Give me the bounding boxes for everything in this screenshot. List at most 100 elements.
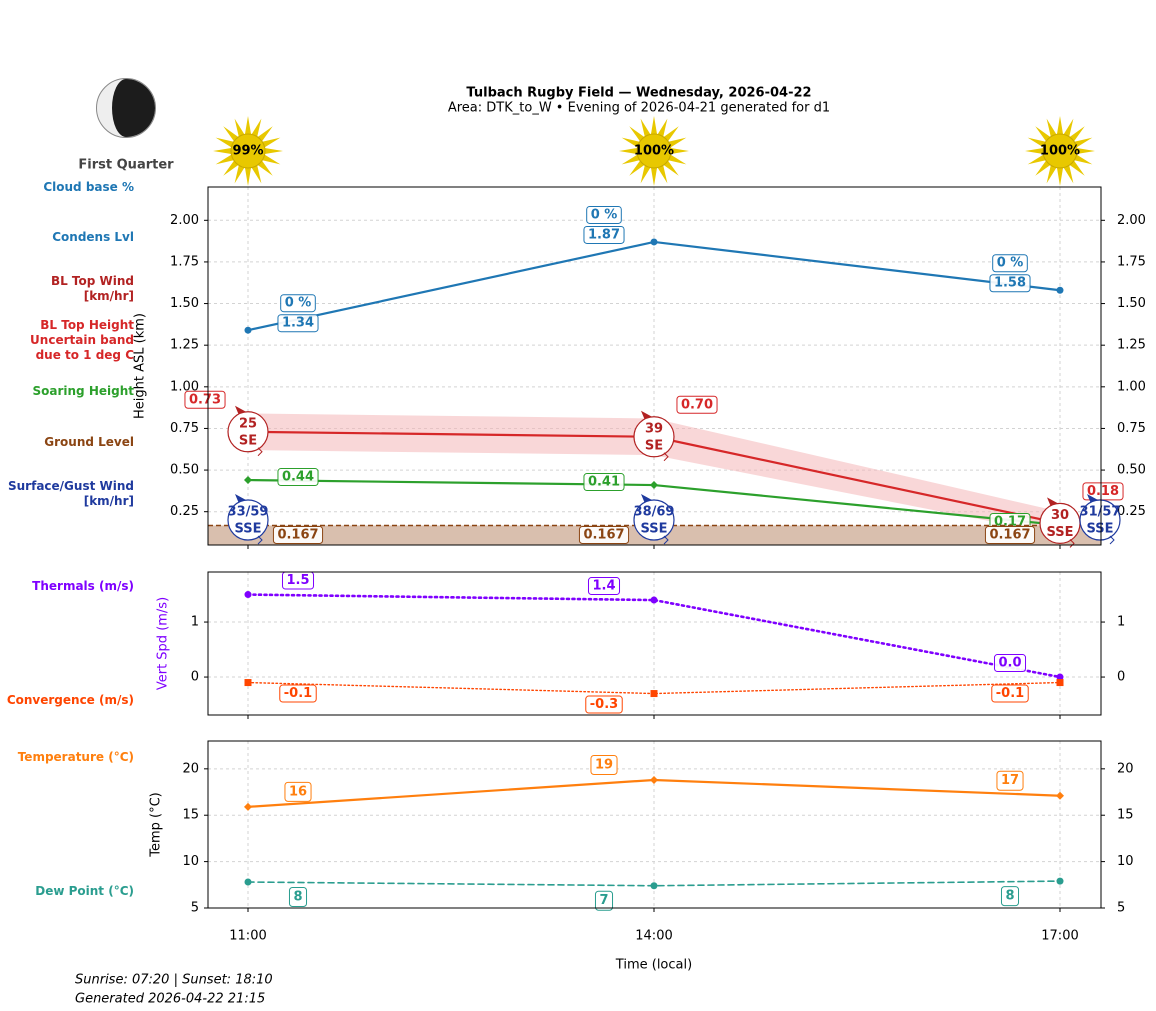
y-tick-label: 1	[191, 615, 199, 630]
point	[1056, 673, 1064, 681]
wind-arrow	[235, 494, 246, 506]
sun-label: 100%	[1040, 144, 1080, 159]
sun-label: 100%	[634, 144, 674, 159]
data-label-box	[590, 754, 618, 775]
legend-entry: Convergence (m/s)	[6, 693, 134, 707]
data-label: 0.73	[189, 392, 221, 407]
point	[244, 591, 252, 599]
data-label: 7	[599, 893, 608, 908]
plot-frame	[207, 571, 1102, 716]
data-label-box	[583, 225, 625, 244]
point	[650, 481, 658, 490]
data-label: 17	[1001, 773, 1019, 788]
point	[650, 882, 658, 890]
legend-entry: Thermals (m/s)	[32, 579, 134, 593]
data-label-box	[676, 395, 718, 414]
wind-direction: SSE	[1086, 522, 1113, 537]
data-label: 1.34	[282, 316, 314, 331]
wind-circle	[1079, 499, 1121, 541]
wind-arrow	[1087, 494, 1098, 506]
sun	[230, 133, 266, 169]
y-tick-label-right: 1.00	[1117, 379, 1146, 394]
wind-direction: SE	[645, 438, 663, 453]
legend-entry: Surface/Gust Wind [km/hr]	[8, 479, 134, 508]
legend-entry: BL Top Height Uncertain band due to 1 de…	[30, 318, 134, 362]
data-label: 0.0	[998, 656, 1021, 671]
y-tick-label: 0.50	[170, 463, 199, 478]
data-label: 1.4	[592, 579, 615, 594]
data-label-box	[272, 526, 324, 544]
y-tick-label: 1.50	[170, 296, 199, 311]
y-tick-label-right: 1.25	[1117, 338, 1146, 353]
data-label-box	[984, 526, 1036, 544]
data-label-box	[279, 684, 317, 703]
y-tick-label: 1.25	[170, 338, 199, 353]
point	[1056, 286, 1064, 294]
y-tick-label-right: 15	[1117, 808, 1134, 823]
wind-tail	[663, 452, 669, 462]
legend-entry: BL Top Wind [km/hr]	[50, 274, 134, 303]
plot-frame	[207, 186, 1102, 546]
data-label: 0 %	[591, 207, 618, 222]
point	[1056, 791, 1064, 800]
plot-frame	[207, 740, 1102, 909]
legend-entry: Cloud base %	[43, 180, 134, 194]
y-tick-label: 2.00	[170, 213, 199, 228]
sun	[1042, 133, 1078, 169]
data-label-box	[578, 526, 630, 544]
data-label: 0 %	[997, 256, 1024, 271]
y-tick-label-right: 1	[1117, 615, 1125, 630]
uncertainty-band	[248, 413, 1060, 536]
data-label: 0.18	[1087, 484, 1119, 499]
wind-circle	[227, 411, 269, 453]
data-label: 1.87	[588, 227, 620, 242]
sun	[636, 133, 672, 169]
legend-entry: Temperature (°C)	[17, 750, 134, 764]
y-tick-label-right: 1.75	[1117, 254, 1146, 269]
wind-arrow	[1047, 497, 1058, 510]
y-tick-label-right: 0.25	[1117, 504, 1146, 519]
y-tick-label-right: 10	[1117, 854, 1134, 869]
wind-circle	[633, 499, 675, 541]
point	[244, 326, 252, 334]
wind-tail	[257, 535, 263, 545]
data-label-box	[594, 890, 614, 911]
wind-arrow	[641, 494, 652, 506]
x-axis-title: Time (local)	[615, 958, 692, 973]
data-label-box	[277, 314, 319, 333]
data-label: 0 %	[285, 296, 312, 311]
data-label: 0.167	[989, 528, 1030, 543]
data-label: -0.1	[996, 686, 1024, 701]
data-label-box	[280, 294, 316, 313]
data-label-box	[585, 695, 623, 714]
data-label: 8	[293, 890, 302, 905]
y-tick-label: 10	[182, 854, 199, 869]
y-tick-label-right: 1.50	[1117, 296, 1146, 311]
generated-time: Generated 2026-04-22 21:15	[75, 992, 265, 1007]
wind-speed: 39	[645, 421, 663, 436]
point	[1056, 679, 1064, 687]
point	[650, 775, 658, 784]
data-label: 16	[289, 784, 307, 799]
data-label-box	[184, 390, 226, 409]
moon-icon	[96, 78, 156, 138]
data-label: 0.167	[583, 528, 624, 543]
data-label: 0.167	[277, 528, 318, 543]
wind-direction: SSE	[1046, 525, 1073, 540]
wind-speed: 25	[239, 416, 257, 431]
y-tick-label-right: 0.75	[1117, 421, 1146, 436]
y-tick-label: 20	[182, 761, 199, 776]
data-label: 0.41	[588, 475, 620, 490]
point	[650, 238, 658, 246]
sun-times: Sunrise: 07:20 | Sunset: 18:10	[75, 973, 273, 988]
wind-direction: SSE	[234, 522, 261, 537]
y-tick-label-right: 0.50	[1117, 463, 1146, 478]
y-tick-label-right: 20	[1117, 761, 1134, 776]
wind-tail	[1069, 539, 1075, 548]
data-label-box	[288, 887, 308, 908]
y-tick-label: 0.25	[170, 504, 199, 519]
legend-entry: Condens Lvl	[52, 230, 134, 244]
sun-rays	[1025, 116, 1095, 186]
